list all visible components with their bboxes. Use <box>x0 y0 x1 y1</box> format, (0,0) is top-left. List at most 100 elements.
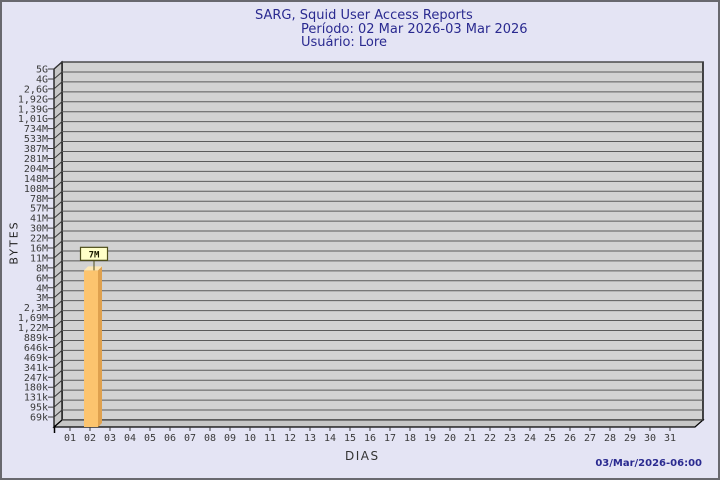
bars <box>84 266 102 427</box>
y-tick <box>48 350 63 358</box>
y-tick-label: 204M <box>24 164 48 175</box>
x-tick-label: 30 <box>644 433 656 444</box>
x-tick-label: 04 <box>124 433 136 444</box>
y-tick <box>48 61 63 70</box>
x-tick-label: 19 <box>424 433 436 444</box>
chart-title: SARG, Squid User Access Reports <box>255 8 473 23</box>
y-tick <box>48 389 63 398</box>
y-tick-label: 387M <box>24 144 48 155</box>
y-tick-label: 1,69M <box>18 313 48 324</box>
y-tick <box>48 161 63 169</box>
y-tick-label: 6M <box>36 273 48 284</box>
x-tick-label: 11 <box>264 433 276 444</box>
x-tick-label: 02 <box>84 433 96 444</box>
y-tick <box>48 320 63 329</box>
x-tick-label: 01 <box>64 433 76 444</box>
y-tick <box>48 131 63 140</box>
y-tick-label: 247k <box>24 373 48 384</box>
x-tick-label: 09 <box>224 433 236 444</box>
x-tick-label: 13 <box>304 433 316 444</box>
x-axis-title: DIAS <box>345 449 380 463</box>
y-tick-label: 5G <box>36 65 48 76</box>
gridlines <box>62 61 703 421</box>
y-tick <box>48 210 63 219</box>
y-tick <box>48 310 63 319</box>
y-tick <box>48 280 63 289</box>
y-tick <box>48 141 63 150</box>
y-tick <box>48 399 63 408</box>
y-tick <box>48 81 63 90</box>
y-tick <box>48 290 63 299</box>
chart-period: Período: 02 Mar 2026-03 Mar 2026 <box>301 22 528 37</box>
x-tick-label: 15 <box>344 433 356 444</box>
y-tick <box>48 190 63 199</box>
x-tick-label: 17 <box>384 433 396 444</box>
x-ticks <box>69 427 671 431</box>
x-tick-label: 25 <box>544 433 556 444</box>
y-tick <box>48 300 63 309</box>
y-tick-label: 11M <box>30 253 48 264</box>
report-timestamp: 03/Mar/2026-06:00 <box>595 458 702 469</box>
y-tick-label: 281M <box>24 154 48 165</box>
y-tick-label: 341k <box>24 363 48 374</box>
x-tick-label: 26 <box>564 433 576 444</box>
y-tick <box>48 330 63 338</box>
x-tick-label: 29 <box>624 433 636 444</box>
x-tick-label: 22 <box>484 433 496 444</box>
y-tick-label: 734M <box>24 124 48 135</box>
y-tick <box>48 91 63 100</box>
y-tick <box>48 171 63 179</box>
y-tick-label: 41M <box>30 214 48 225</box>
x-tick-label: 31 <box>664 433 676 444</box>
y-tick-label: 180k <box>24 383 48 394</box>
y-tick-label: 148M <box>24 174 48 185</box>
y-tick-label: 1,39G <box>18 104 48 115</box>
y-tick-label: 22M <box>30 234 48 245</box>
y-tick <box>48 270 63 279</box>
y-tick-label: 3M <box>36 293 48 304</box>
y-ticks <box>48 61 63 418</box>
x-tick-label: 06 <box>164 433 176 444</box>
y-tick <box>48 230 63 239</box>
y-tick-label: 131k <box>24 393 48 404</box>
x-tick-label: 27 <box>584 433 596 444</box>
y-tick-label: 4M <box>36 283 48 294</box>
y-tick <box>48 101 63 110</box>
y-tick <box>48 200 63 209</box>
y-tick <box>48 359 63 368</box>
y-tick-label: 4G <box>36 74 48 85</box>
chart-user: Usuário: Lore <box>301 35 387 50</box>
x-tick-label: 16 <box>364 433 376 444</box>
plot-floor <box>52 419 705 428</box>
y-tick-label: 533M <box>24 134 48 145</box>
annotation-box <box>79 246 109 261</box>
y-tick <box>48 121 63 130</box>
x-tick-label: 10 <box>244 433 256 444</box>
y-tick-label: 108M <box>24 184 48 195</box>
y-tick <box>48 220 63 229</box>
x-tick-label: 05 <box>144 433 156 444</box>
y-tick-labels: 5G4G2,6G1,92G1,39G1,01G734M533M387M281M2… <box>18 65 48 424</box>
y-tick-label: 8M <box>36 263 48 274</box>
x-tick-label: 21 <box>464 433 476 444</box>
y-tick <box>48 369 63 378</box>
y-tick <box>48 151 63 159</box>
y-tick-label: 69k <box>30 413 48 424</box>
y-tick-label: 2,3M <box>24 303 48 314</box>
x-tick-label: 03 <box>104 433 116 444</box>
x-tick-label: 14 <box>324 433 336 444</box>
bar-day-02 <box>84 270 98 427</box>
y-tick <box>48 409 63 418</box>
y-tick-label: 1,22M <box>18 323 48 334</box>
x-tick-label: 23 <box>504 433 516 444</box>
x-tick-label: 24 <box>524 433 536 444</box>
x-tick-label: 20 <box>444 433 456 444</box>
y-tick-label: 1,92G <box>18 94 48 105</box>
x-tick-label: 07 <box>184 433 196 444</box>
y-tick-label: 16M <box>30 244 48 255</box>
y-tick-label: 889k <box>24 333 48 344</box>
y-tick <box>48 250 63 259</box>
y-tick <box>48 71 63 80</box>
